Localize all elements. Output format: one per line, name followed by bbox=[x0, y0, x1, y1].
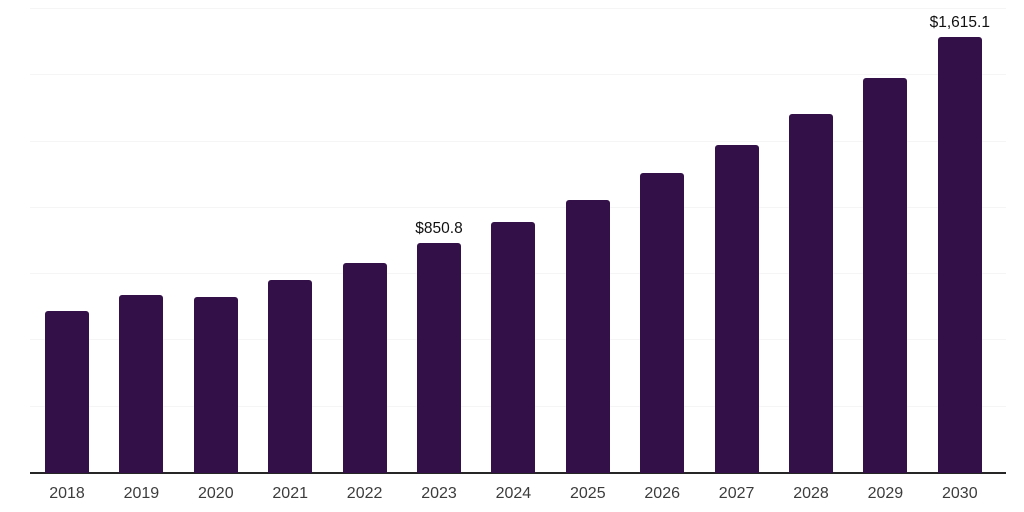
bar-2030 bbox=[937, 36, 982, 473]
x-tick-label-2018: 2018 bbox=[49, 485, 85, 502]
x-tick-label-2022: 2022 bbox=[346, 485, 383, 502]
bar-2025 bbox=[565, 199, 610, 473]
bar-2027 bbox=[714, 145, 759, 473]
x-tick-label-2025: 2025 bbox=[570, 485, 606, 502]
x-tick-label-2029: 2029 bbox=[867, 485, 904, 502]
gridline bbox=[30, 140, 1006, 142]
x-tick-label-2026: 2026 bbox=[644, 485, 680, 502]
x-tick-label-2020: 2020 bbox=[198, 485, 234, 502]
x-tick-label-2023: 2023 bbox=[421, 485, 457, 502]
bar-2021 bbox=[268, 279, 313, 473]
bar-2024 bbox=[491, 222, 536, 473]
bar-2022 bbox=[342, 262, 387, 473]
bar-2018 bbox=[45, 310, 89, 473]
x-tick-label-2027: 2027 bbox=[718, 485, 755, 502]
gridline bbox=[30, 8, 1006, 9]
x-tick-label-2028: 2028 bbox=[793, 485, 829, 502]
bar-2019 bbox=[119, 294, 164, 473]
bar-2020 bbox=[193, 297, 238, 473]
bar-2023 bbox=[417, 243, 461, 473]
x-tick-label-2019: 2019 bbox=[123, 485, 160, 502]
gridline bbox=[30, 74, 1006, 76]
x-tick-label-2030: 2030 bbox=[942, 485, 978, 502]
x-tick-label-2021: 2021 bbox=[272, 485, 308, 502]
bar-2028 bbox=[789, 114, 833, 473]
bar-value-label: $850.8 bbox=[415, 220, 463, 238]
bar-value-label: $1,615.1 bbox=[929, 13, 990, 31]
gridline bbox=[30, 206, 1006, 208]
bar-2026 bbox=[640, 173, 685, 473]
bar-2029 bbox=[863, 77, 908, 473]
x-tick-label-2024: 2024 bbox=[495, 485, 532, 502]
